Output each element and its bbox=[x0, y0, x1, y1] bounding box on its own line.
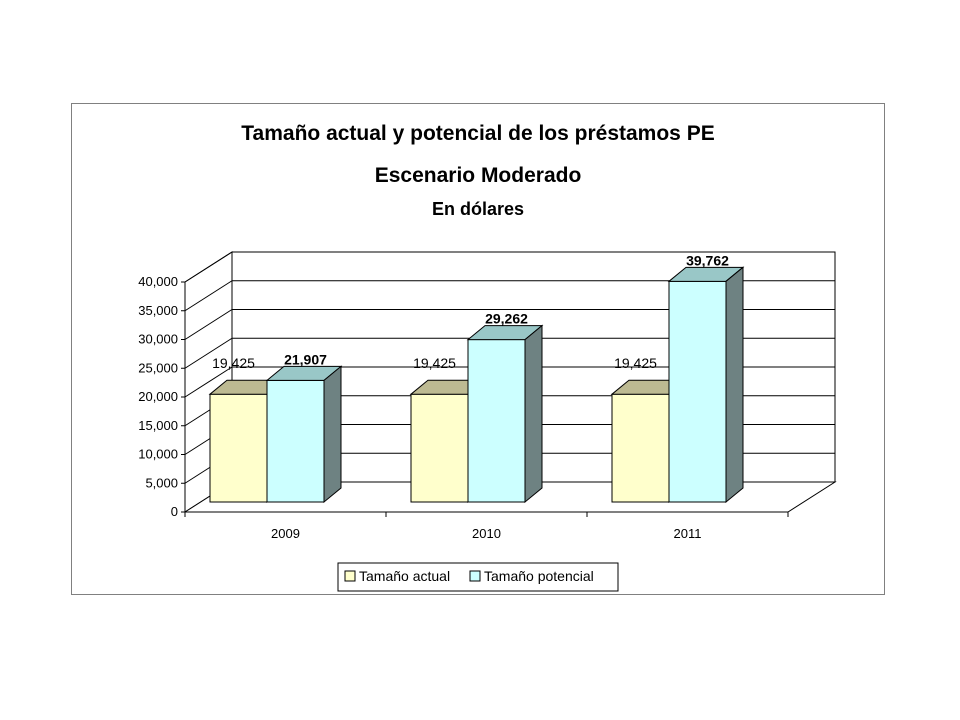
data-labels: 19,425 21,907 19,425 29,262 19,425 39,762 bbox=[212, 252, 729, 371]
bar-front bbox=[410, 393, 469, 503]
y-axis-ticks: 0 5,000 10,000 15,000 20,000 25,000 30,000 35,0… bbox=[138, 274, 185, 519]
data-label-potential: 21,907 bbox=[284, 351, 327, 367]
y-tick-label: 5,000 bbox=[145, 475, 178, 490]
bar-front bbox=[611, 393, 670, 503]
legend-swatch-actual bbox=[344, 570, 356, 582]
bar-front bbox=[266, 379, 325, 503]
bar-front bbox=[668, 280, 727, 503]
legend-label-potential: Tamaño potencial bbox=[484, 568, 594, 584]
y-tick-label: 15,000 bbox=[138, 418, 178, 433]
y-tick-label: 25,000 bbox=[138, 360, 178, 375]
data-label-potential: 29,262 bbox=[485, 311, 528, 327]
legend-swatch-potential bbox=[469, 570, 481, 582]
legend-label-actual: Tamaño actual bbox=[359, 568, 450, 584]
bar-side bbox=[524, 324, 543, 504]
bar-side bbox=[725, 266, 744, 504]
y-tick-label: 0 bbox=[171, 504, 178, 519]
chart-title: Tamaño actual y potencial de los préstam… bbox=[241, 122, 714, 145]
x-tick-label: 2009 bbox=[271, 526, 300, 541]
data-label-actual: 19,425 bbox=[212, 355, 255, 371]
bar bbox=[265, 365, 343, 504]
bars bbox=[208, 266, 745, 504]
data-label-actual: 19,425 bbox=[614, 355, 657, 371]
y-tick-label: 10,000 bbox=[138, 447, 178, 462]
y-tick-label: 40,000 bbox=[138, 274, 178, 289]
x-tick-label: 2011 bbox=[674, 526, 702, 541]
y-tick-label: 30,000 bbox=[138, 332, 178, 347]
gridline-diagonal bbox=[184, 280, 233, 312]
chart-canvas: Tamaño actual y potencial de los préstam… bbox=[138, 122, 837, 592]
legend: Tamaño actual Tamaño potencial bbox=[337, 562, 619, 592]
bar-side bbox=[323, 365, 342, 504]
data-label-actual: 19,425 bbox=[413, 355, 456, 371]
bar-front bbox=[467, 339, 526, 503]
y-tick-label: 20,000 bbox=[138, 389, 178, 404]
gridline-diagonal bbox=[184, 366, 233, 398]
chart-subtitle-units: En dólares bbox=[432, 199, 524, 219]
y-tick-label: 35,000 bbox=[138, 303, 178, 318]
gridline-diagonal bbox=[184, 251, 233, 283]
bar-front bbox=[209, 393, 268, 503]
bar bbox=[466, 324, 544, 504]
x-axis-ticks: 2009 2010 2011 bbox=[184, 512, 789, 541]
data-label-potential: 39,762 bbox=[686, 252, 729, 268]
x-tick-label: 2010 bbox=[472, 526, 501, 541]
bar bbox=[667, 266, 745, 504]
gridline-diagonal bbox=[184, 309, 233, 340]
gridline-diagonal bbox=[184, 337, 233, 369]
chart-frame: Tamaño actual y potencial de los préstam… bbox=[71, 103, 885, 595]
bar bbox=[208, 379, 286, 504]
chart-subtitle: Escenario Moderado bbox=[375, 164, 582, 187]
